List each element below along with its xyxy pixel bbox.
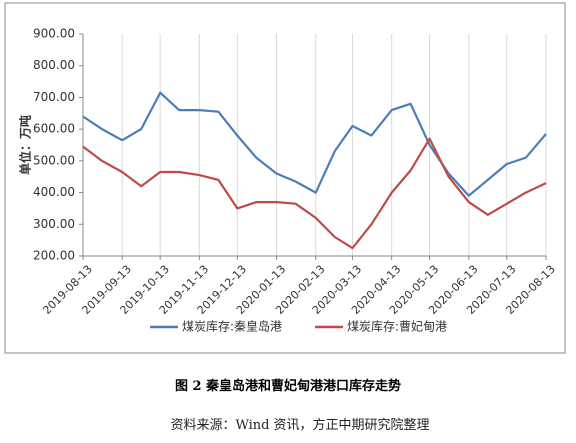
y-tick-label: 300.00 bbox=[33, 217, 75, 231]
caption: 图 2 秦皇岛港和曹妃甸港港口库存走势 bbox=[175, 378, 401, 394]
series-line bbox=[82, 91, 547, 197]
y-axis-label: 单位：万吨 bbox=[18, 115, 33, 175]
y-tick-label: 400.00 bbox=[33, 185, 75, 199]
chart-frame bbox=[4, 2, 566, 354]
y-tick-label: 500.00 bbox=[33, 153, 75, 167]
legend-label: 煤炭库存:秦皇岛港 bbox=[182, 319, 282, 334]
legend-label: 煤炭库存:曹妃甸港 bbox=[347, 319, 447, 334]
source: 资料来源：Wind 资讯，方正中期研究院整理 bbox=[170, 417, 429, 433]
y-tick-label: 200.00 bbox=[33, 249, 75, 263]
y-tick-label: 800.00 bbox=[33, 58, 75, 72]
series-line bbox=[82, 137, 547, 250]
y-tick-label: 700.00 bbox=[33, 90, 75, 104]
y-tick-label: 600.00 bbox=[33, 122, 75, 136]
y-tick-label: 900.00 bbox=[33, 27, 75, 41]
